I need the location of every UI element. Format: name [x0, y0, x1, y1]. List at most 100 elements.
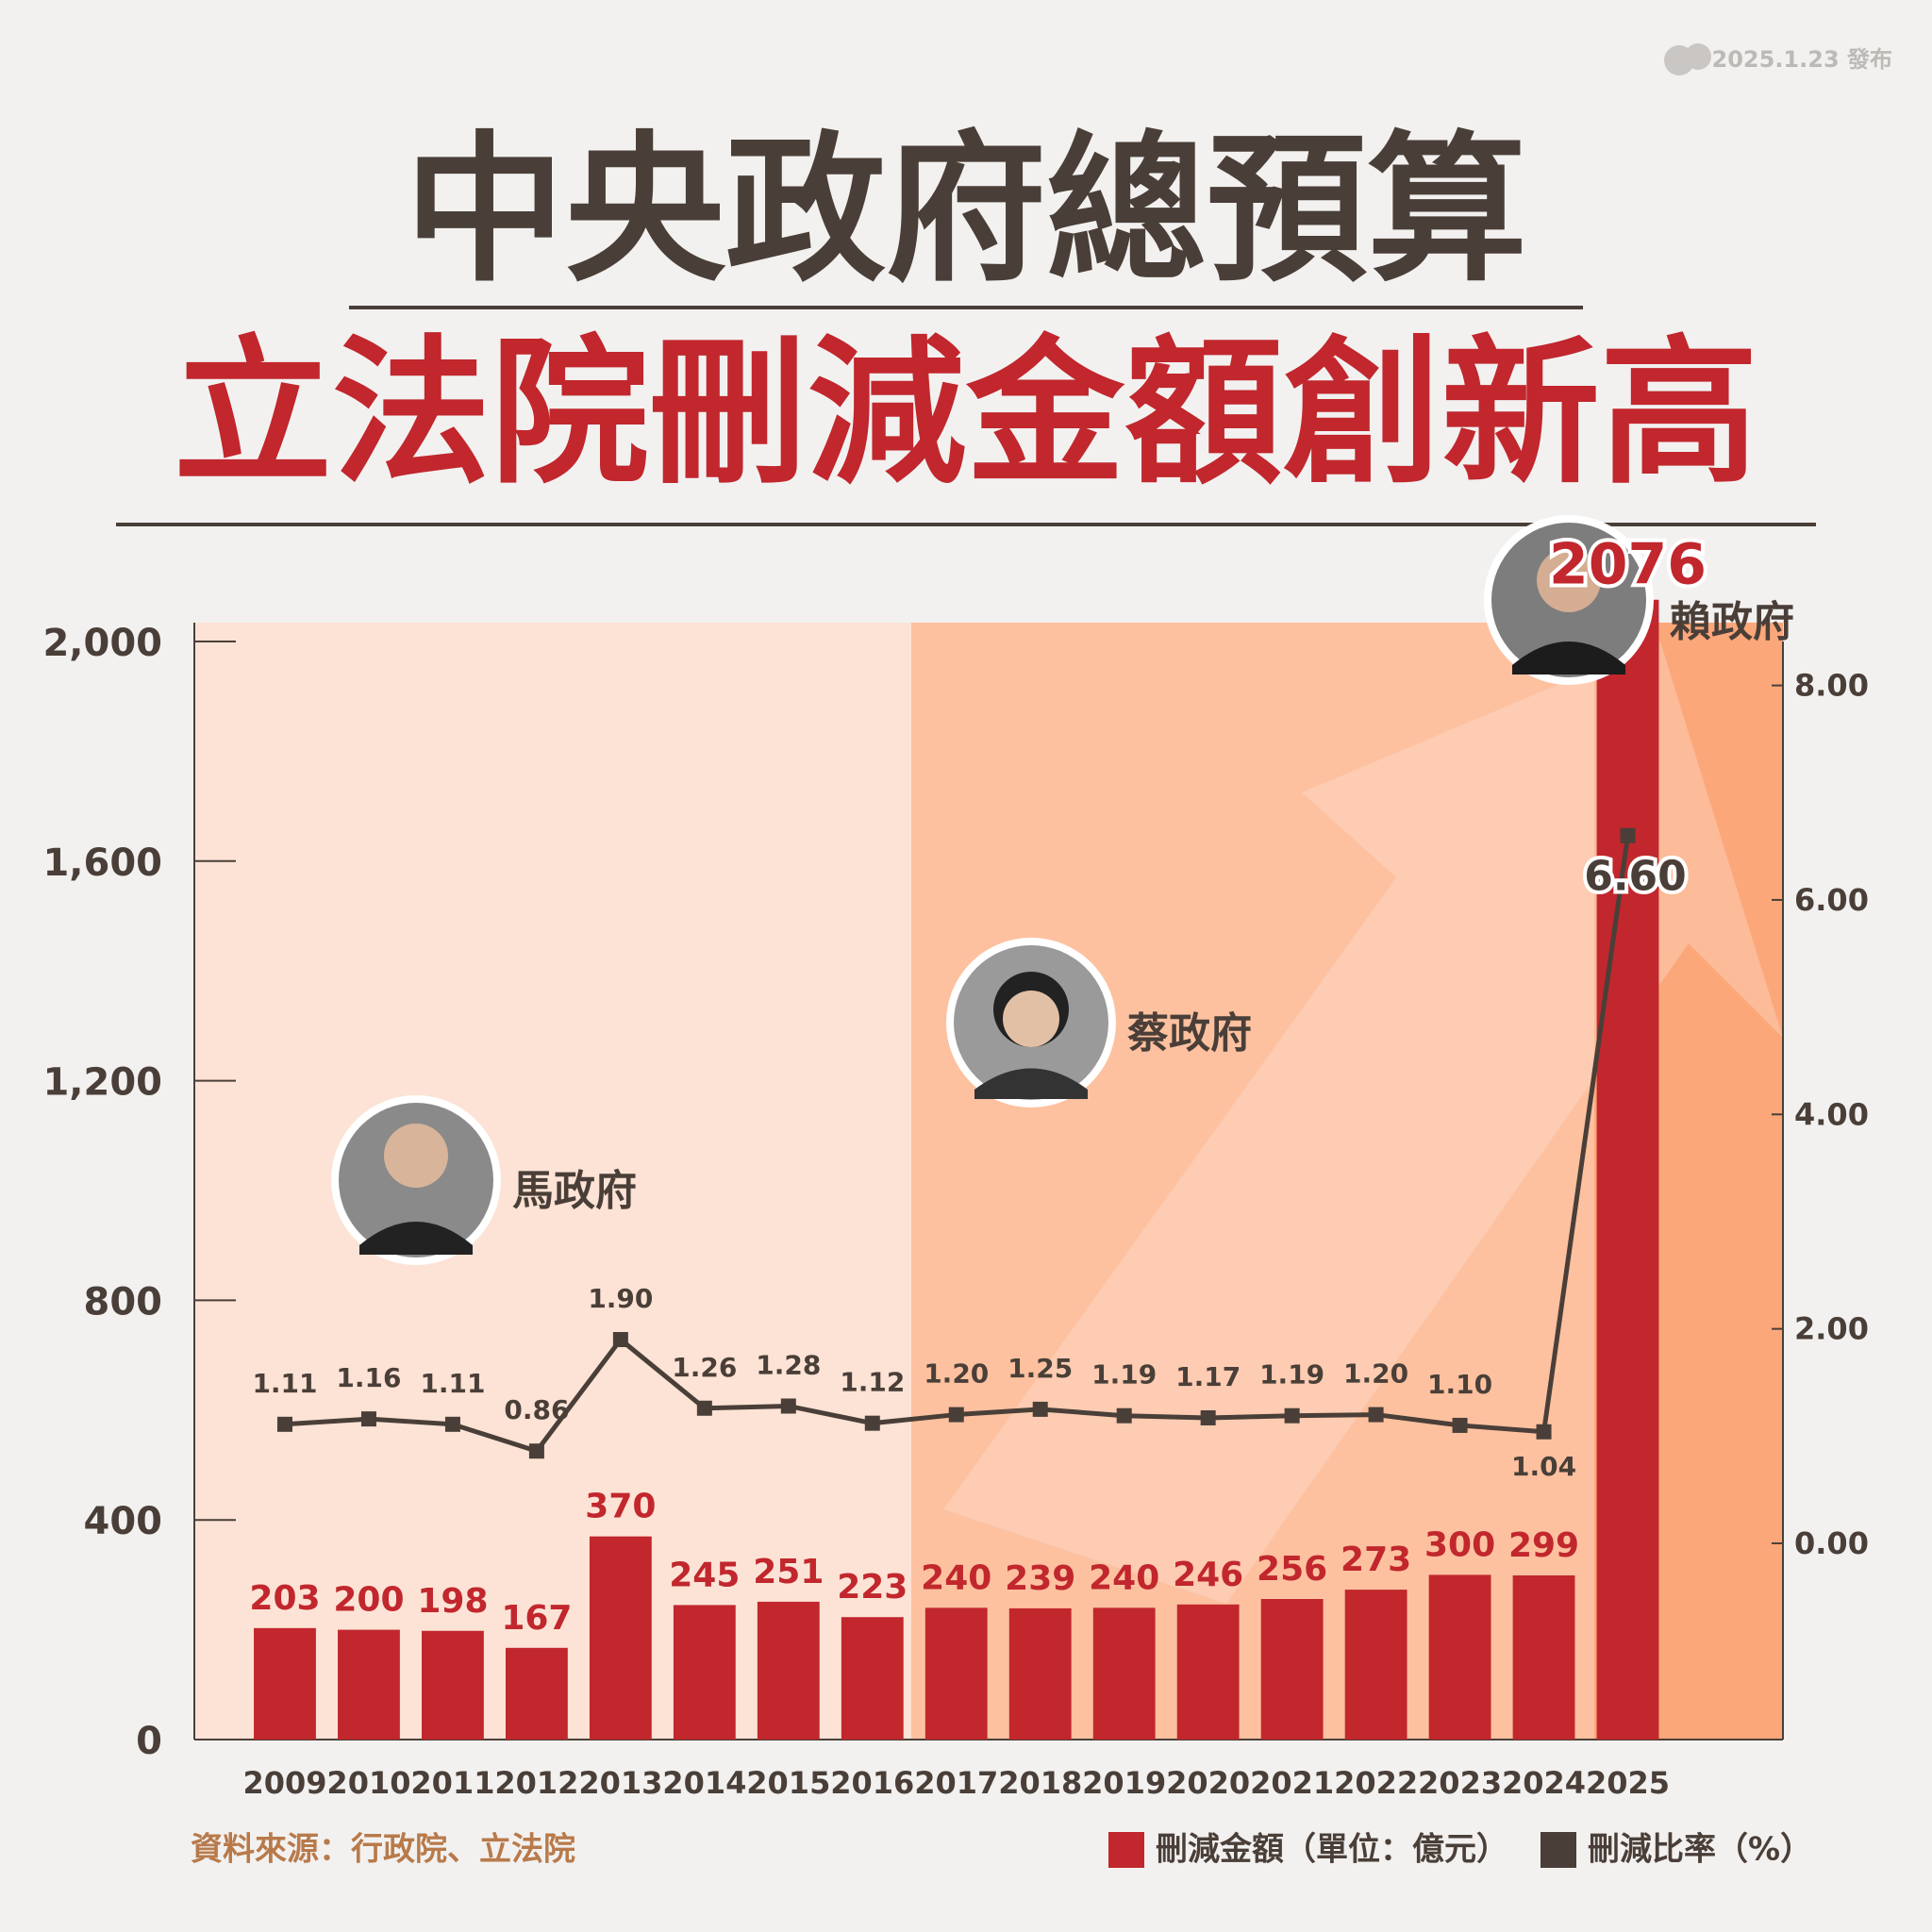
y-tick-label: 800	[84, 1280, 163, 1324]
x-tick-label: 2009	[242, 1765, 326, 1801]
portrait	[331, 1095, 501, 1265]
bar-label: 240	[1089, 1558, 1159, 1597]
bar-label: 256	[1257, 1550, 1327, 1589]
line-label: 1.12	[840, 1367, 905, 1398]
x-tick-label: 2025	[1586, 1765, 1670, 1801]
bar-label: 200	[333, 1581, 404, 1620]
x-tick-label: 2010	[326, 1765, 410, 1801]
bar-label: 2076	[1549, 531, 1707, 597]
line-point	[1284, 1407, 1300, 1424]
line-label: 1.11	[420, 1368, 485, 1399]
chart-title: 中央政府總預算	[405, 117, 1527, 304]
bar-label: 251	[753, 1553, 824, 1591]
line-label: 1.20	[1343, 1358, 1408, 1390]
bar	[1512, 1574, 1575, 1740]
annotation: 馬政府	[512, 1167, 637, 1215]
bar	[1344, 1590, 1407, 1740]
x-tick-label: 2023	[1418, 1765, 1502, 1801]
bar	[757, 1601, 820, 1740]
x-tick-label: 2020	[1166, 1765, 1250, 1801]
x-tick-label: 2021	[1250, 1765, 1334, 1801]
bar	[1176, 1604, 1240, 1740]
annotation: 賴政府	[1670, 598, 1794, 646]
line-point	[1200, 1409, 1216, 1425]
ma-era-band	[194, 623, 911, 1740]
line-point	[696, 1400, 712, 1416]
y2-tick-label: 8.00	[1794, 668, 1869, 704]
bar	[254, 1627, 316, 1740]
line-label: 1.17	[1175, 1361, 1241, 1392]
y-tick-label: 2,000	[42, 622, 162, 665]
line-point	[1620, 827, 1636, 843]
x-tick-label: 2013	[578, 1765, 662, 1801]
line-label: 0.86	[504, 1394, 569, 1425]
line-label: 1.26	[672, 1352, 737, 1383]
source: 資料來源：行政院、立法院	[191, 1831, 575, 1869]
line-label: 1.10	[1427, 1369, 1492, 1400]
bar	[338, 1629, 400, 1740]
legend-label: 刪減金額（單位：億元）	[1156, 1831, 1508, 1869]
line-label: 1.19	[1091, 1359, 1157, 1391]
line-point	[948, 1407, 964, 1423]
line-label: 1.25	[1008, 1353, 1073, 1384]
bar-label: 300	[1424, 1525, 1495, 1564]
line-point	[276, 1416, 292, 1432]
line-point	[864, 1415, 880, 1431]
x-tick-label: 2011	[410, 1765, 494, 1801]
y2-tick-label: 4.00	[1794, 1096, 1869, 1132]
y-tick-label: 0	[136, 1720, 162, 1763]
bar-label: 299	[1508, 1526, 1579, 1565]
x-tick-label: 2014	[662, 1765, 746, 1801]
line-label: 1.04	[1511, 1451, 1576, 1482]
y-tick-label: 1,600	[42, 841, 162, 885]
bar-label: 198	[417, 1582, 488, 1621]
bar	[1092, 1607, 1156, 1740]
y2-tick-label: 0.00	[1794, 1525, 1869, 1561]
logo	[1664, 43, 1711, 75]
line-point	[444, 1416, 460, 1432]
portrait	[946, 938, 1116, 1108]
legend-swatch	[1541, 1832, 1576, 1868]
line-label: 1.28	[756, 1349, 821, 1380]
line-point	[360, 1411, 376, 1427]
bar-label: 239	[1005, 1559, 1075, 1598]
x-tick-label: 2022	[1334, 1765, 1418, 1801]
line-label: 1.16	[336, 1362, 401, 1393]
portrait	[1484, 515, 1654, 685]
y2-tick-label: 6.00	[1794, 882, 1869, 918]
bar-label: 167	[501, 1599, 572, 1638]
line-point	[528, 1443, 544, 1459]
line-point	[612, 1332, 628, 1348]
line-label: 6.60	[1584, 853, 1687, 901]
bar	[841, 1617, 904, 1740]
bar-label: 370	[585, 1488, 656, 1526]
line-point	[780, 1398, 796, 1414]
line-point	[1032, 1401, 1048, 1417]
line-point	[1116, 1407, 1132, 1424]
x-tick-label: 2012	[494, 1765, 578, 1801]
bar	[1008, 1607, 1072, 1740]
x-tick-label: 2018	[998, 1765, 1082, 1801]
bar-label: 273	[1341, 1541, 1411, 1579]
bar	[505, 1647, 568, 1740]
chart-subtitle: 立法院刪減金額創新高	[174, 321, 1758, 506]
arrow-decoration	[943, 641, 1783, 1604]
line-point	[1368, 1407, 1384, 1423]
x-tick-label: 2019	[1082, 1765, 1166, 1801]
line-label: 1.90	[588, 1283, 653, 1314]
bar	[589, 1536, 652, 1740]
bar	[1596, 599, 1659, 1740]
bar-label: 240	[921, 1558, 991, 1597]
legend-swatch	[1108, 1832, 1144, 1868]
x-tick-label: 2017	[914, 1765, 998, 1801]
bar-label: 203	[249, 1579, 320, 1618]
date: 2025.1.23 發布	[1712, 46, 1892, 73]
line-label: 1.19	[1259, 1359, 1324, 1391]
line-label: 1.11	[252, 1368, 317, 1399]
legend-label: 刪減比率（%）	[1588, 1831, 1812, 1869]
y-tick-label: 1,200	[42, 1061, 162, 1105]
line-point	[1536, 1424, 1552, 1440]
bar-label: 246	[1173, 1556, 1243, 1594]
line-label: 1.20	[924, 1358, 989, 1390]
